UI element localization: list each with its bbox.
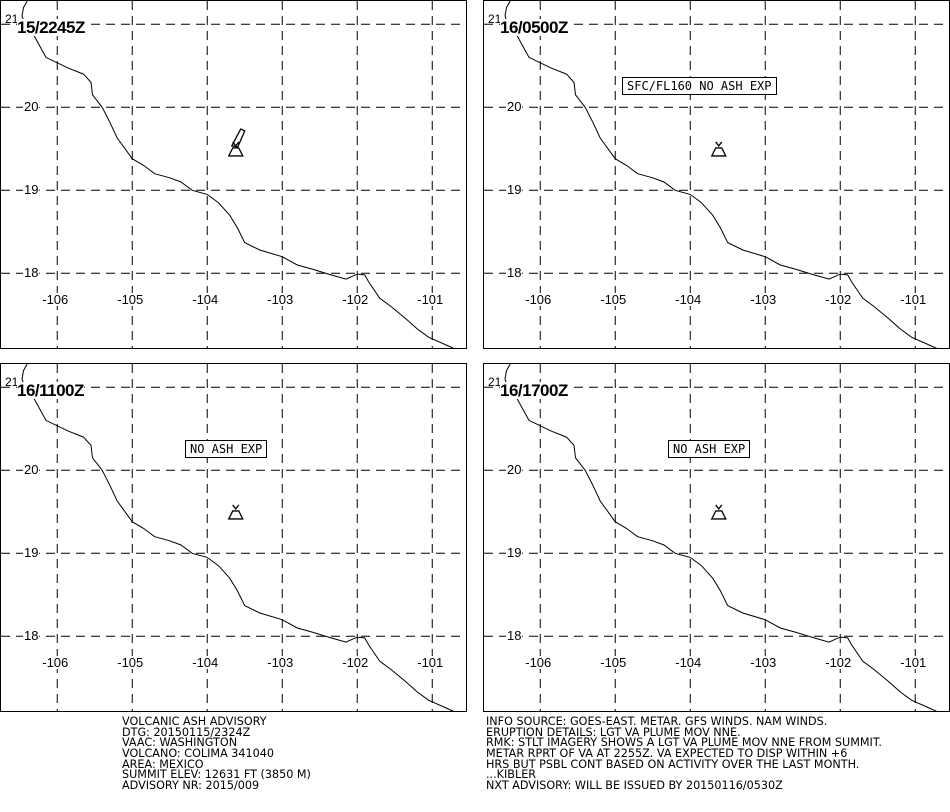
latitude-label: 19 [23, 182, 40, 198]
advisory-remarks-line: NXT ADVISORY: WILL BE ISSUED BY 20150116… [486, 779, 783, 793]
advisory-remarks-line: ERUPTION DETAILS: LGT VA PLUME MOV NNE. [486, 725, 741, 739]
no-ash-message: SFC/FL160 NO ASH EXP [622, 77, 777, 95]
longitude-label: -103 [266, 292, 295, 307]
coastline [21, 1, 455, 348]
map-canvas [484, 364, 949, 711]
latitude-label: 20 [23, 99, 40, 115]
latitude-label: 18 [23, 265, 40, 281]
latitude-label: 18 [506, 265, 523, 281]
map-panel-4: 21 16/1700Z NO ASH EXP 20 19 18 -106 -105 -10… [483, 363, 950, 712]
advisory-header-line: ADVISORY NR: 2015/009 [122, 779, 260, 793]
map-panel-2: 21 16/0500Z SFC/FL160 NO ASH EXP 20 19 18-… [483, 0, 950, 349]
longitude-label: -101 [416, 292, 445, 307]
longitude-label: -103 [749, 292, 778, 307]
longitude-label: -101 [416, 655, 445, 670]
no-ash-message: NO ASH EXP [668, 440, 751, 458]
latitude-label: 18 [23, 628, 40, 644]
advisory-header-line: DTG: 20150115/2324Z [122, 725, 251, 739]
coastline [504, 364, 938, 711]
longitude-label: -105 [599, 655, 628, 670]
ash-plume-outline [230, 128, 246, 148]
longitude-label: -101 [899, 655, 928, 670]
no-ash-message: NO ASH EXP [185, 440, 268, 458]
longitude-label: -106 [524, 655, 553, 670]
panel-time-label: 16/1700Z [500, 381, 568, 400]
panel-time-label: 15/2245Z [17, 18, 85, 37]
longitude-label: -101 [899, 292, 928, 307]
advisory-remarks-line: ...KIBLER [486, 768, 537, 782]
volcano-icon [710, 141, 727, 157]
volcano-icon [227, 504, 244, 520]
map-panel-3: 21 16/1100Z NO ASH EXP 20 19 18 -106 -105 -10… [0, 363, 467, 712]
corner-lat-label: 21 [488, 375, 502, 389]
volcano-icon [710, 504, 727, 520]
map-canvas [1, 364, 466, 711]
advisory-header-line: VOLCANIC ASH ADVISORY [122, 715, 267, 728]
map-canvas [1, 1, 466, 348]
corner-lat-label: 21 [488, 12, 502, 26]
coastline [504, 1, 938, 348]
longitude-label: -104 [674, 292, 703, 307]
advisory-remarks-text: INFO SOURCE: GOES-EAST. METAR. GFS WINDS… [486, 715, 882, 793]
longitude-label: -102 [341, 655, 370, 670]
advisory-header-text: VOLCANIC ASH ADVISORY DTG: 20150115/2324Z… [122, 715, 311, 793]
advisory-remarks-line: RMK: STLT IMAGERY SHOWS A LGT VA PLUME M… [486, 736, 882, 750]
advisory-remarks-line: METAR RPRT OF VA AT 2255Z. VA EXPECTED T… [486, 747, 848, 761]
advisory-header-line: VAAC: WASHINGTON [122, 736, 238, 750]
longitude-label: -104 [674, 655, 703, 670]
longitude-label: -102 [824, 655, 853, 670]
map-canvas [484, 1, 949, 348]
advisory-header-line: SUMMIT ELEV: 12631 FT (3850 M) [122, 768, 311, 782]
longitude-label: -102 [824, 292, 853, 307]
longitude-label: -102 [341, 292, 370, 307]
longitude-label: -106 [524, 292, 553, 307]
latitude-label: 19 [23, 545, 40, 561]
longitude-label: -105 [116, 292, 145, 307]
longitude-label: -104 [191, 655, 220, 670]
map-panel-1: 21 15/2245Z 20 19 18 -106 -105 -104 -103 -102 -1… [0, 0, 467, 349]
corner-lat-label: 21 [5, 375, 19, 389]
longitude-label: -103 [749, 655, 778, 670]
longitude-label: -103 [266, 655, 295, 670]
advisory-header-line: VOLCANO: COLIMA 341040 [122, 747, 274, 761]
latitude-label: 18 [506, 628, 523, 644]
coastline [21, 364, 455, 711]
panel-time-label: 16/0500Z [500, 18, 568, 37]
latitude-label: 20 [506, 462, 523, 478]
longitude-label: -105 [599, 292, 628, 307]
volcano-icon [227, 141, 244, 157]
corner-lat-label: 21 [5, 12, 19, 26]
panel-time-label: 16/1100Z [17, 381, 84, 400]
longitude-label: -106 [41, 655, 70, 670]
latitude-label: 20 [506, 99, 523, 115]
latitude-label: 19 [506, 545, 523, 561]
advisory-remarks-line: INFO SOURCE: GOES-EAST. METAR. GFS WINDS… [486, 715, 828, 728]
advisory-remarks-line: HRS BUT PSBL CONT BASED ON ACTIVITY OVER… [486, 757, 860, 771]
longitude-label: -106 [41, 292, 70, 307]
longitude-label: -105 [116, 655, 145, 670]
longitude-label: -104 [191, 292, 220, 307]
advisory-header-line: AREA: MEXICO [122, 757, 204, 771]
latitude-label: 19 [506, 182, 523, 198]
latitude-label: 20 [23, 462, 40, 478]
